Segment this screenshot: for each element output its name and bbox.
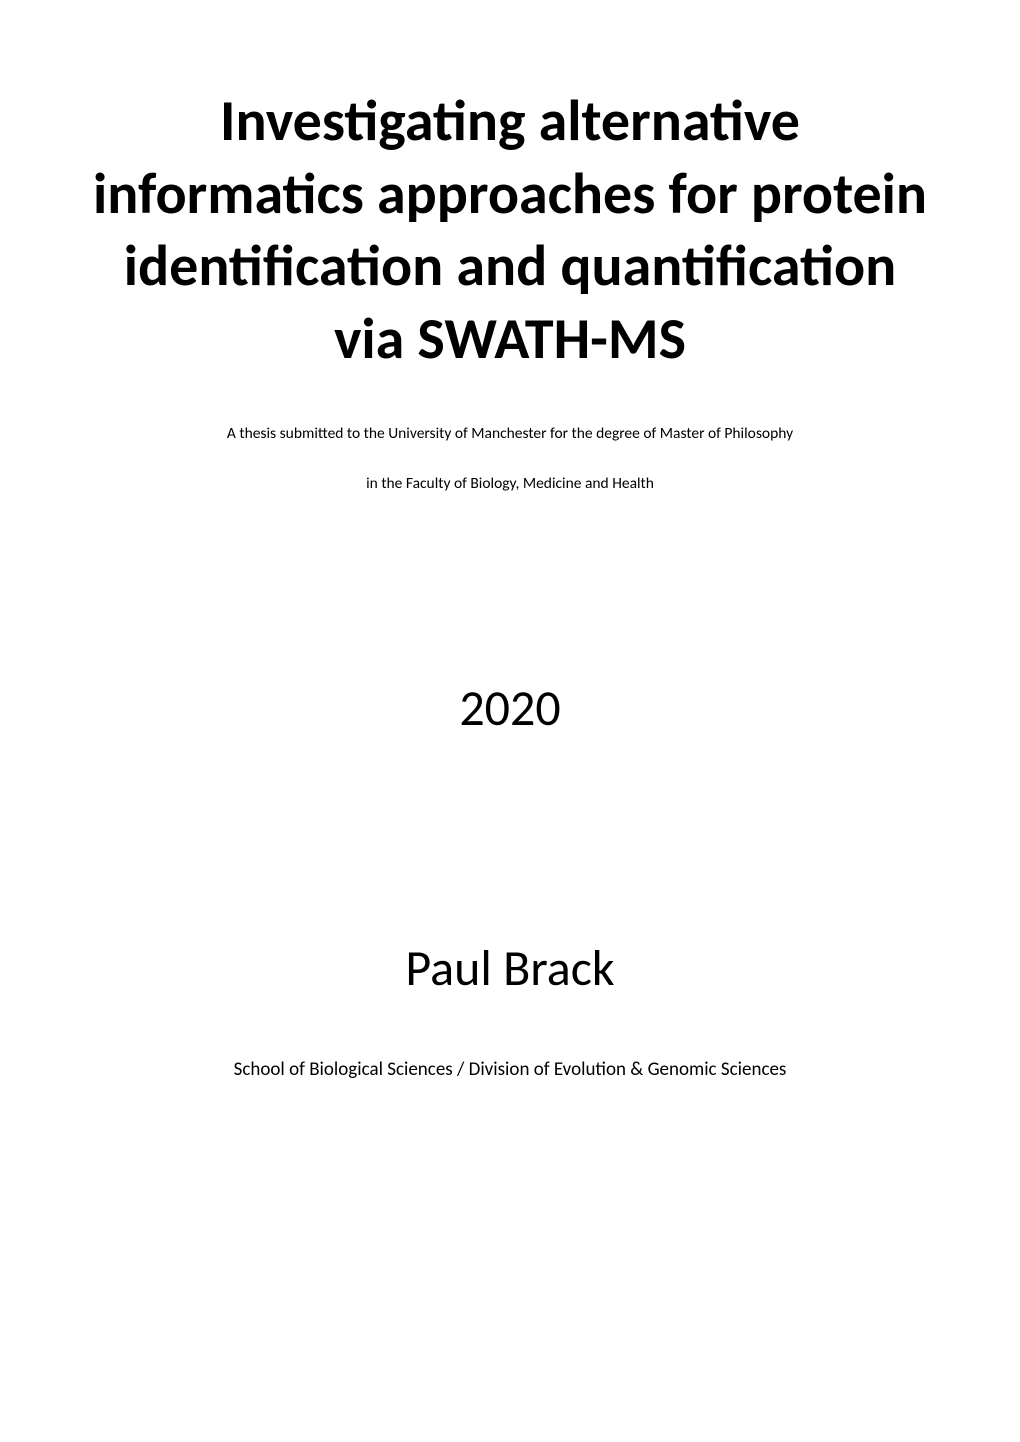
school-division: School of Biological Sciences / Division…: [85, 1057, 935, 1084]
submission-statement: A thesis submitted to the University of …: [85, 423, 935, 445]
thesis-title: Investigating alternative informatics ap…: [85, 85, 935, 375]
faculty-line: in the Faculty of Biology, Medicine and …: [85, 473, 935, 495]
thesis-year: 2020: [85, 679, 935, 739]
title-page: Investigating alternative informatics ap…: [0, 0, 1020, 1442]
author-name: Paul Brack: [85, 939, 935, 999]
